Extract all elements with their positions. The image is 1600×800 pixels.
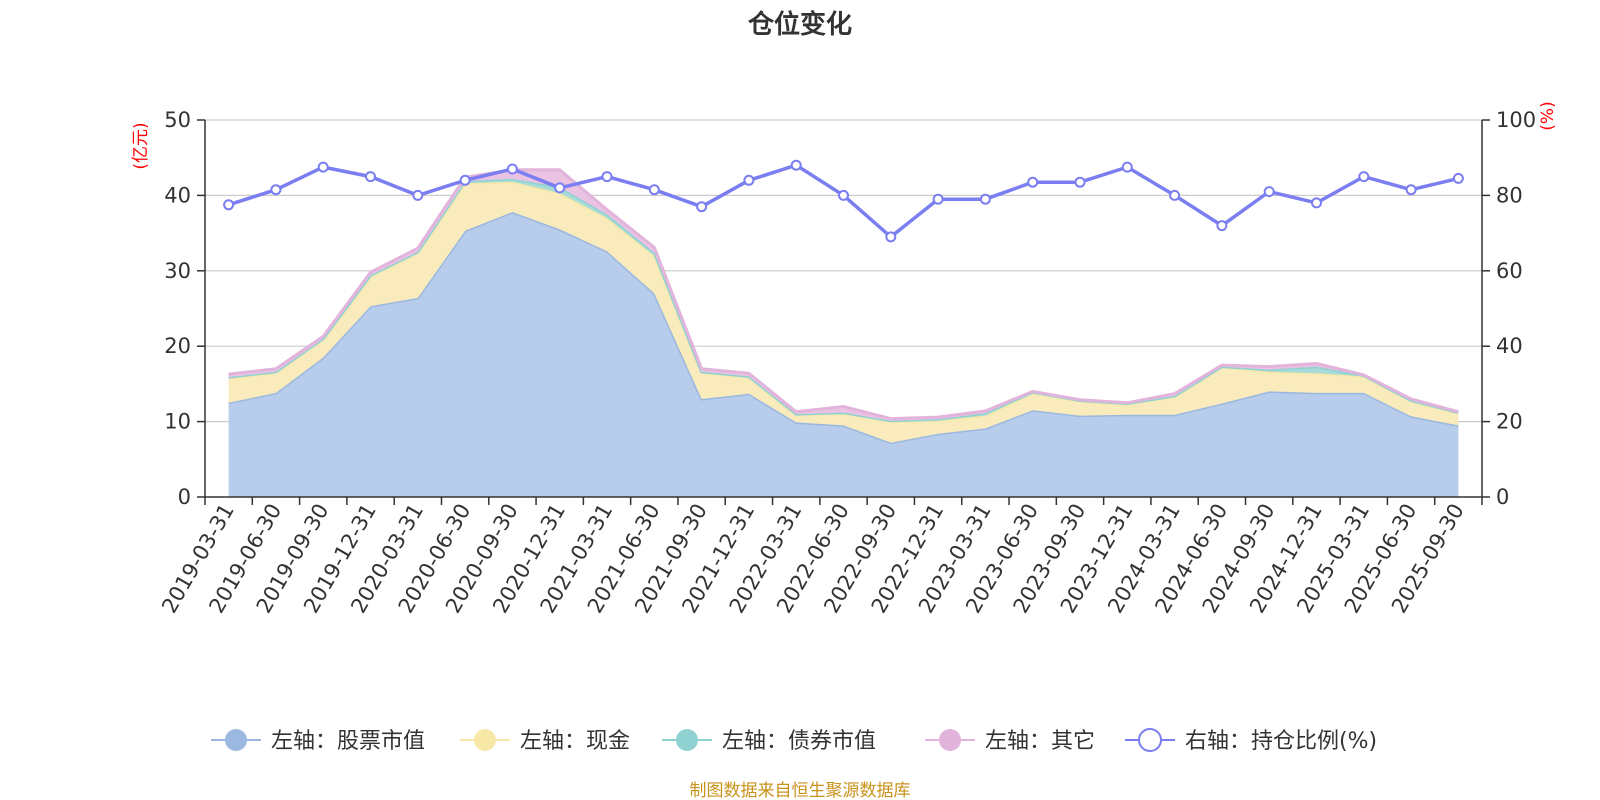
legend-label: 左轴：债券市值 [722, 729, 876, 754]
ratio-point [1311, 197, 1322, 209]
ratio-point [1027, 176, 1039, 188]
legend-marker [474, 729, 496, 751]
ratio-point [1121, 161, 1133, 173]
ratio-point [317, 161, 329, 173]
legend-item[interactable]: 左轴：其它 [925, 729, 1095, 754]
ratio-point [1074, 176, 1086, 188]
right-tick-label: 0 [1496, 485, 1509, 509]
ratio-point [885, 231, 897, 243]
ratio-point [554, 182, 566, 194]
left-axis-unit: (亿元) [131, 122, 151, 169]
ratio-point [1452, 172, 1464, 184]
stacked-areas [228, 168, 1459, 497]
ratio-line [223, 159, 1464, 243]
ratio-point [270, 184, 282, 196]
ratio-point [979, 193, 991, 205]
right-tick-label: 80 [1496, 183, 1523, 207]
left-tick-label: 30 [164, 259, 191, 283]
right-axis-unit: (%) [1538, 101, 1558, 130]
legend-marker [225, 729, 247, 751]
left-tick-label: 10 [164, 410, 191, 434]
legend-label: 左轴：其它 [985, 729, 1095, 754]
ratio-point [1405, 184, 1417, 196]
source-note: 制图数据来自恒生聚源数据库 [690, 781, 911, 800]
area-左轴：股票市值 [228, 212, 1459, 497]
legend-item[interactable]: 左轴：股票市值 [211, 729, 425, 754]
ratio-point [1263, 186, 1275, 198]
legend-item[interactable]: 右轴：持仓比例(%) [1125, 728, 1377, 754]
legend-marker [939, 729, 961, 751]
right-tick-label: 20 [1496, 410, 1523, 434]
legend-marker [676, 729, 698, 751]
ratio-point [838, 189, 849, 201]
legend-marker [1138, 728, 1162, 752]
left-tick-label: 0 [178, 485, 191, 509]
legend-item[interactable]: 左轴：债券市值 [662, 729, 876, 754]
right-tick-label: 60 [1496, 259, 1523, 283]
ratio-point [459, 174, 471, 186]
ratio-point [696, 201, 708, 213]
left-tick-label: 40 [164, 183, 191, 207]
ratio-point [648, 184, 660, 196]
ratio-point [412, 189, 424, 201]
left-tick-label: 20 [164, 334, 191, 358]
ratio-line-path [228, 163, 1459, 240]
ratio-point [932, 193, 944, 205]
ratio-point [1216, 220, 1228, 232]
ratio-point [223, 199, 235, 211]
right-tick-label: 100 [1496, 108, 1536, 132]
ratio-point [1358, 171, 1370, 183]
ratio-point [1169, 189, 1181, 201]
ratio-point [506, 163, 518, 175]
ratio-point [790, 159, 802, 171]
area-edge-左轴：其它 [228, 168, 1459, 421]
chart-title: 仓位变化 [747, 9, 852, 40]
legend-label: 左轴：现金 [520, 729, 630, 754]
legend-label: 左轴：股票市值 [271, 729, 425, 754]
right-tick-label: 40 [1496, 334, 1523, 358]
legend-label: 右轴：持仓比例(%) [1185, 729, 1377, 754]
legend-item[interactable]: 左轴：现金 [460, 729, 630, 754]
ratio-point [601, 171, 613, 183]
legend: 左轴：股票市值 左轴：现金 左轴：债券市值 左轴：其它 右轴：持仓比例(%) [211, 728, 1377, 754]
ratio-point [743, 174, 755, 186]
left-tick-label: 50 [164, 108, 191, 132]
ratio-point [365, 171, 376, 183]
